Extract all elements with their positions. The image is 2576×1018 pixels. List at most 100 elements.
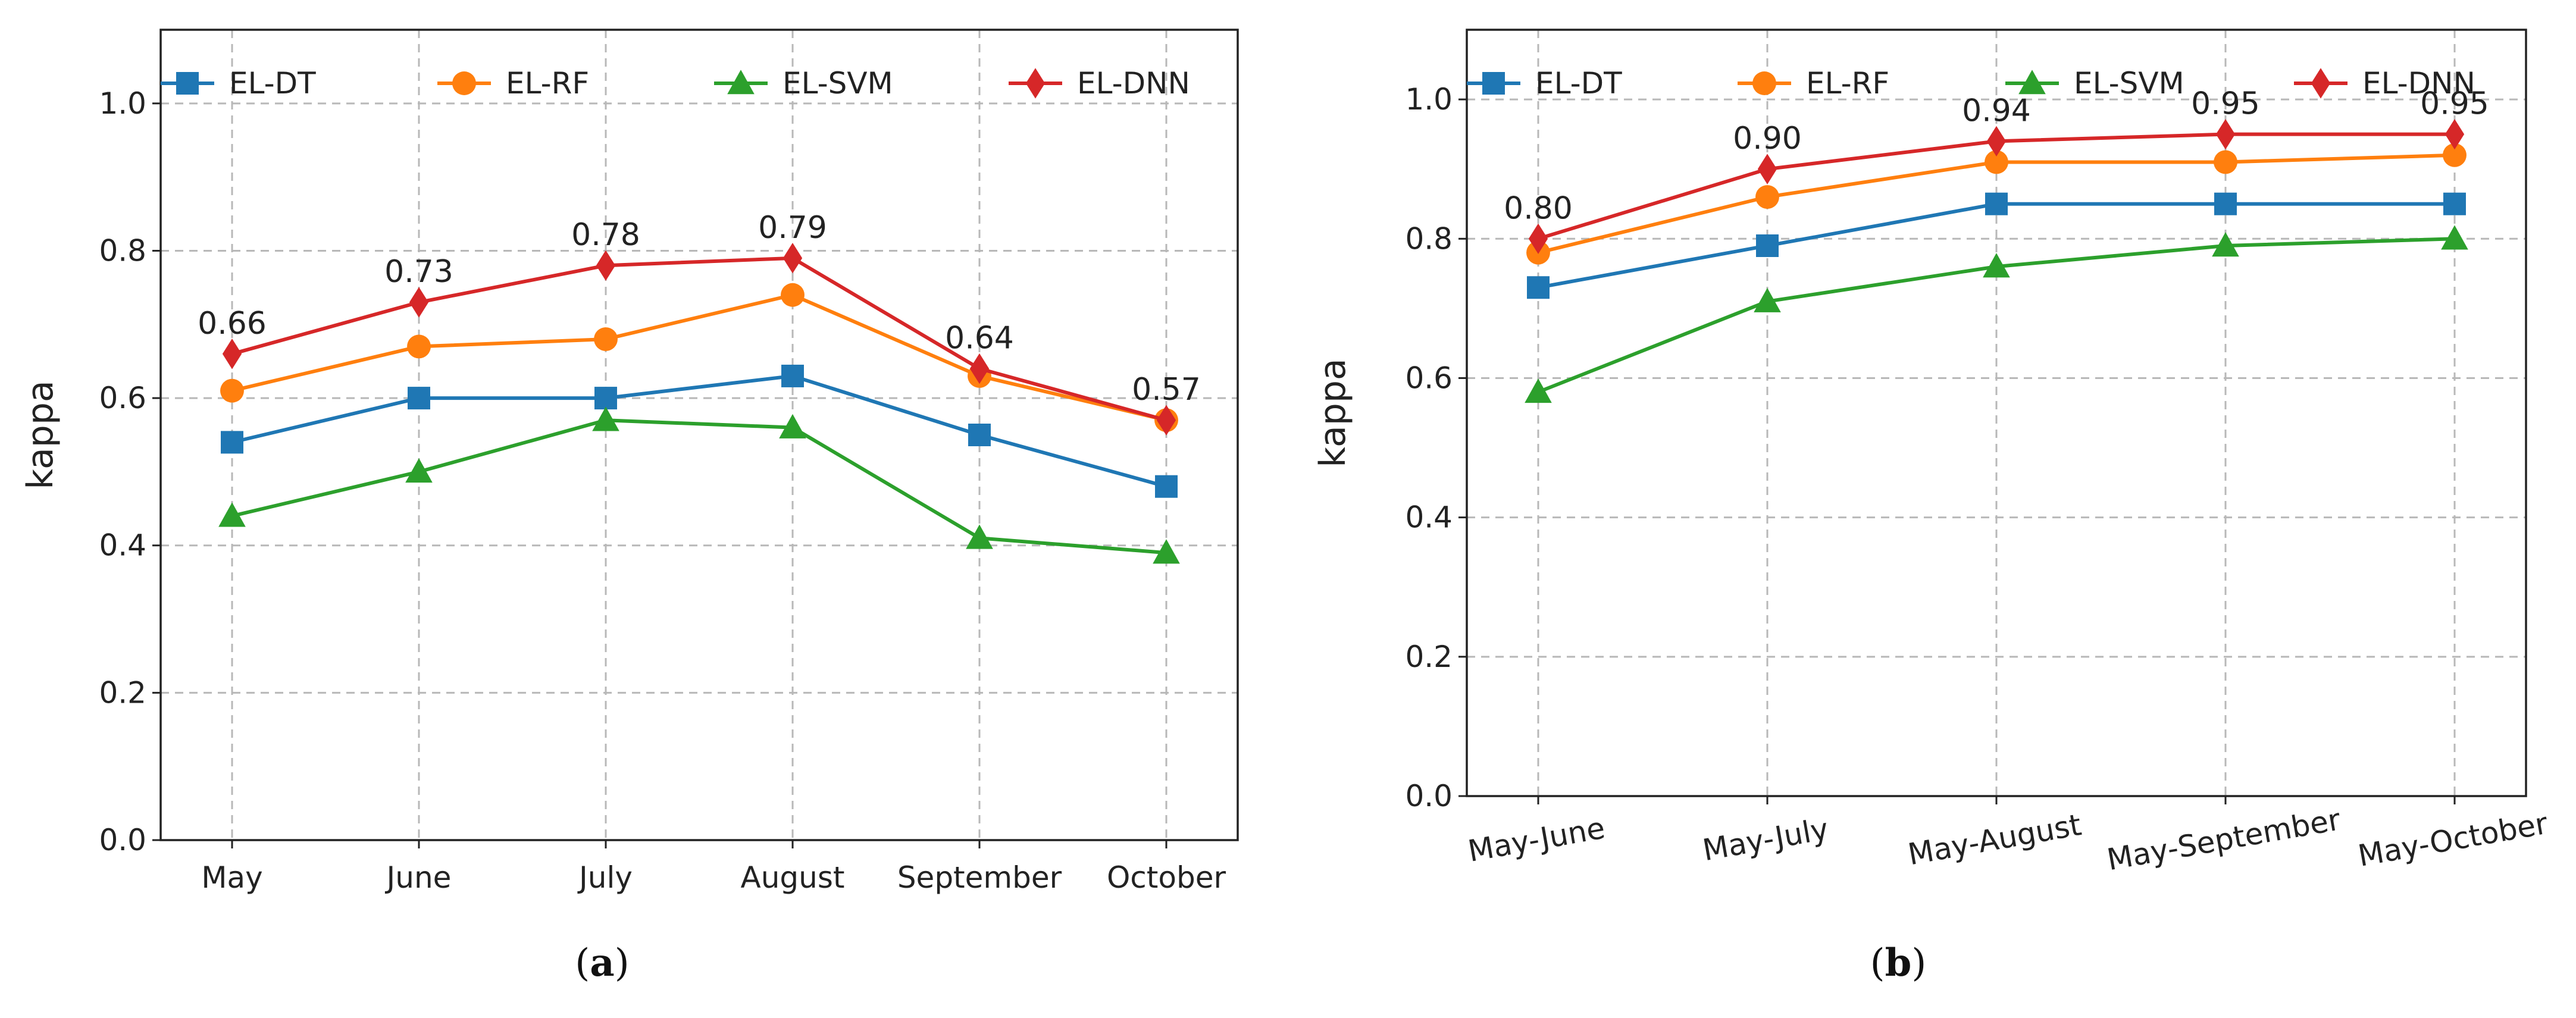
- data-point: [1986, 126, 2007, 156]
- series-line: [231, 256, 1167, 422]
- data-point: [1527, 276, 1550, 299]
- x-tick-label: May-June: [1466, 811, 1608, 869]
- data-label: 0.78: [571, 217, 640, 253]
- data-point: [1985, 150, 2008, 174]
- data-label: 0.94: [1962, 93, 2031, 129]
- data-point: [781, 283, 805, 307]
- data-label: 0.66: [198, 306, 267, 342]
- y-tick-label: 0.0: [99, 823, 146, 857]
- data-point: [405, 458, 433, 483]
- data-point: [594, 387, 617, 410]
- x-tick-label: October: [1107, 860, 1226, 895]
- y-tick-label: 1.0: [99, 86, 146, 121]
- data-point: [1757, 154, 1777, 184]
- x-tick-label: September: [897, 860, 1062, 895]
- legend-label: EL-DNN: [1077, 66, 1190, 101]
- data-label: 0.95: [2191, 86, 2260, 122]
- data-point: [218, 502, 246, 527]
- data-point: [966, 524, 993, 549]
- data-point: [1156, 405, 1176, 436]
- x-tick-label: May-October: [2355, 806, 2550, 873]
- data-point: [782, 243, 803, 274]
- legend-marker: [727, 70, 755, 95]
- legend-label: EL-RF: [506, 66, 589, 101]
- series-el-dt: [221, 364, 1178, 498]
- panel-label: (b): [1870, 941, 1927, 985]
- plot-frame: [159, 29, 1239, 841]
- data-label: 0.90: [1733, 121, 1802, 156]
- series-line: [231, 293, 1167, 422]
- data-point: [407, 334, 431, 359]
- series-el-dnn: [1528, 118, 2465, 254]
- x-tick-label: May-July: [1700, 812, 1831, 867]
- legend-label: EL-DT: [229, 66, 316, 101]
- x-tick-label: June: [385, 860, 452, 895]
- y-tick-label: 0.8: [1405, 221, 1453, 256]
- legend-item-el-rf: EL-RF: [1738, 66, 1889, 101]
- data-point: [2444, 118, 2465, 150]
- chart-panel-a: 0.0 0.2 0.4 0.6 0.8 1.0 May June July August Septe…: [20, 29, 1239, 985]
- data-label: 0.73: [384, 254, 453, 290]
- legend-marker: [1752, 71, 1776, 95]
- data-point: [594, 327, 618, 351]
- data-point: [2443, 143, 2467, 167]
- data-point: [781, 364, 804, 387]
- legend-item-el-rf: EL-RF: [437, 66, 589, 101]
- legend-label: EL-DNN: [2362, 66, 2475, 101]
- data-point: [2441, 225, 2468, 250]
- data-point: [2214, 192, 2237, 215]
- legend-marker: [2311, 68, 2331, 99]
- y-tick-label: 0.6: [99, 381, 146, 415]
- data-point: [1155, 475, 1178, 498]
- data-point: [968, 424, 991, 446]
- legend-marker: [176, 72, 199, 95]
- legend-item-el-dnn: EL-DNN: [1009, 66, 1190, 101]
- data-point: [592, 406, 619, 431]
- y-axis-label: kappa: [1312, 358, 1354, 467]
- y-axis-label: kappa: [20, 380, 61, 489]
- data-point: [779, 414, 806, 438]
- legend-marker: [452, 71, 476, 95]
- y-tick-label: 0.0: [1405, 779, 1453, 813]
- y-tick-label: 0.8: [99, 233, 146, 268]
- data-point: [221, 431, 243, 454]
- x-tick-label: May: [201, 860, 262, 895]
- legend-item-el-dnn: EL-DNN: [2294, 66, 2475, 101]
- data-point: [1985, 192, 2008, 215]
- legend-marker: [1482, 72, 1505, 95]
- series-el-svm: [218, 406, 1180, 564]
- data-point: [222, 339, 242, 369]
- legend-label: EL-SVM: [782, 66, 893, 101]
- data-label: 0.95: [2420, 86, 2489, 122]
- x-tick-label: August: [741, 860, 845, 895]
- legend-label: EL-RF: [1806, 66, 1889, 101]
- x-tick-label: May-September: [2105, 802, 2343, 877]
- y-tick-label: 0.4: [99, 528, 146, 563]
- data-point: [1528, 223, 1548, 254]
- x-tick-label: May-August: [1905, 807, 2084, 872]
- data-point: [1754, 287, 1781, 312]
- data-label: 0.64: [945, 321, 1014, 356]
- legend-label: EL-SVM: [2074, 66, 2184, 101]
- data-label: 0.80: [1504, 190, 1573, 226]
- data-point: [1755, 185, 1779, 209]
- data-point: [2212, 232, 2239, 257]
- data-point: [220, 378, 244, 403]
- y-tick-label: 0.4: [1405, 500, 1453, 535]
- data-point: [408, 387, 430, 410]
- data-point: [969, 353, 990, 384]
- data-label: 0.57: [1132, 372, 1201, 408]
- data-label: 0.79: [758, 210, 827, 246]
- legend-label: EL-DT: [1535, 66, 1622, 101]
- data-point: [409, 287, 429, 318]
- data-point: [2214, 150, 2237, 174]
- y-tick-label: 0.6: [1405, 361, 1453, 395]
- series-line: [231, 374, 1167, 488]
- data-point: [1525, 378, 1552, 403]
- x-tick-label: July: [577, 860, 633, 895]
- data-point: [2215, 118, 2236, 150]
- y-tick-label: 0.2: [99, 675, 146, 710]
- data-point: [1756, 234, 1779, 257]
- data-point: [2443, 192, 2466, 215]
